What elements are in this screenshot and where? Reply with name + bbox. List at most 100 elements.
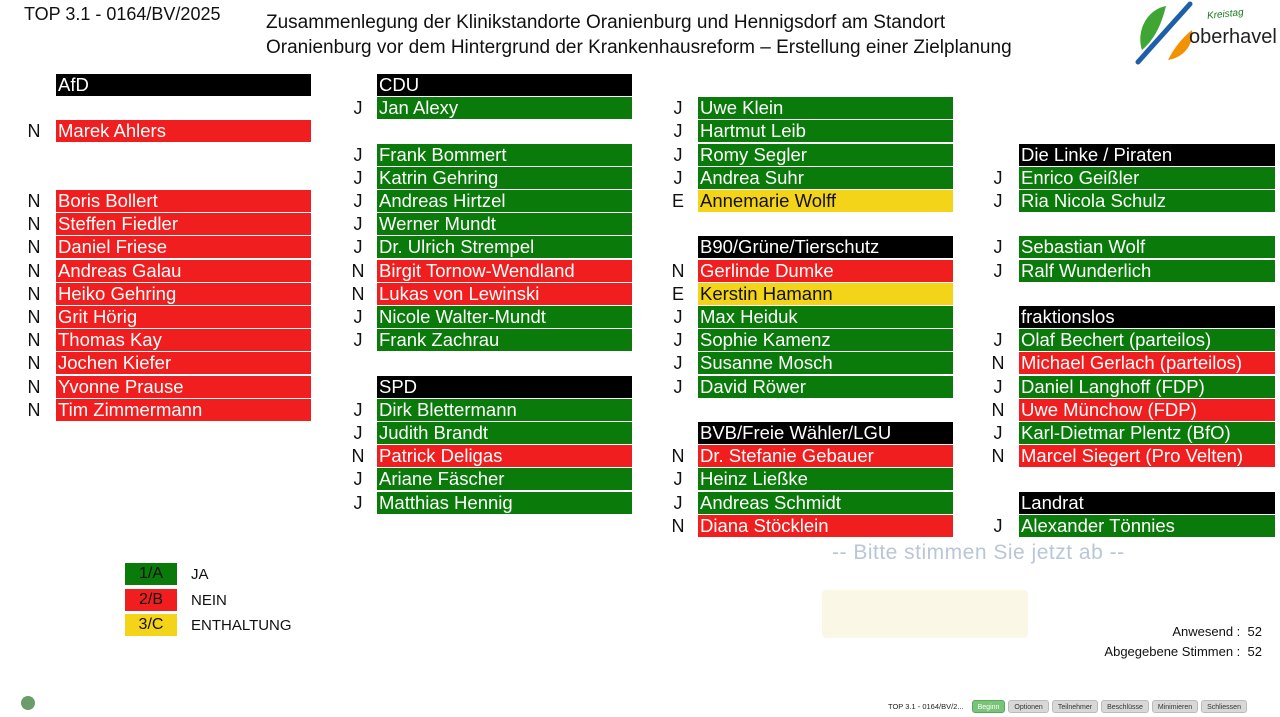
vote-marker: N (27, 399, 41, 420)
vote-marker: J (353, 237, 363, 258)
member-vote-cell: Annemarie Wolff (698, 190, 953, 212)
party-header: B90/Grüne/Tierschutz (698, 236, 953, 259)
vote-marker: J (673, 353, 683, 374)
vote-marker: J (673, 121, 683, 142)
member-vote-cell: Dr. Stefanie Gebauer (698, 445, 953, 468)
vote-marker: N (351, 446, 365, 467)
member-vote-cell: Dr. Ulrich Strempel (377, 236, 632, 259)
member-vote-cell: Andrea Suhr (698, 166, 953, 189)
member-vote-cell: Tim Zimmermann (56, 398, 311, 421)
legend-label-enthaltung: ENTHALTUNG (191, 617, 292, 634)
attendance-stats: Anwesend : 52 Abgegebene Stimmen : 52 (1104, 622, 1262, 661)
vote-marker: J (353, 492, 363, 513)
vote-marker: N (27, 283, 41, 304)
vote-marker: N (351, 260, 365, 281)
member-vote-cell: Andreas Galau (56, 259, 311, 282)
votes-value: 52 (1247, 643, 1262, 659)
logo-emblem-icon (1135, 1, 1193, 65)
member-vote-cell: Katrin Gehring (377, 166, 632, 189)
vote-marker: J (353, 144, 363, 165)
legend-code-ja: 1/A (125, 563, 177, 585)
toolbar-title: TOP 3.1 - 0164/BV/2... (888, 702, 964, 711)
page-title: Zusammenlegung der Klinikstandorte Orani… (266, 10, 1012, 60)
vote-marker: N (671, 515, 685, 536)
member-vote-cell: Nicole Walter-Mundt (377, 306, 632, 328)
member-vote-cell: Kerstin Hamann (698, 282, 953, 305)
member-vote-cell: Karl-Dietmar Plentz (BfO) (1019, 422, 1275, 444)
vote-marker: N (991, 353, 1005, 374)
party-header: AfD (56, 74, 311, 96)
member-vote-cell: Gerlinde Dumke (698, 259, 953, 282)
vote-marker: J (993, 515, 1003, 536)
vote-marker: N (991, 399, 1005, 420)
vote-marker: J (673, 469, 683, 490)
vote-marker: N (27, 376, 41, 397)
member-vote-cell: Heiko Gehring (56, 282, 311, 305)
member-vote-cell: Diana Stöcklein (698, 514, 953, 537)
present-label: Anwesend : (1172, 624, 1241, 639)
member-vote-cell: Frank Bommert (377, 143, 632, 166)
member-vote-cell: Ariane Fäscher (377, 468, 632, 491)
vote-marker: J (353, 307, 363, 327)
vote-marker: N (27, 307, 41, 327)
vote-marker: J (673, 376, 683, 397)
votes-count-row: Abgegebene Stimmen : 52 (1104, 642, 1262, 662)
votes-label: Abgegebene Stimmen : (1104, 643, 1241, 659)
vote-marker: J (993, 191, 1003, 211)
logo-oberhavel-text: oberhavel (1189, 26, 1277, 48)
member-vote-cell: Judith Brandt (377, 422, 632, 444)
faded-overlay-box (822, 590, 1028, 638)
legend-label-nein: NEIN (191, 591, 227, 609)
member-vote-cell: Boris Bollert (56, 190, 311, 212)
member-vote-cell: Susanne Mosch (698, 352, 953, 375)
participants-button[interactable]: Teilnehmer (1051, 700, 1099, 713)
member-vote-cell: Uwe Münchow (FDP) (1019, 398, 1275, 421)
present-count-row: Anwesend : 52 (1104, 622, 1262, 642)
member-vote-cell: Grit Hörig (56, 306, 311, 328)
close-button[interactable]: Schliessen (1201, 700, 1247, 713)
vote-marker: J (353, 423, 363, 443)
party-header: fraktionslos (1019, 306, 1275, 328)
member-vote-cell: Birgit Tornow-Wendland (377, 259, 632, 282)
member-vote-cell: Werner Mundt (377, 213, 632, 236)
agenda-reference: TOP 3.1 - 0164/BV/2025 (24, 4, 221, 24)
party-header: CDU (377, 74, 632, 96)
vote-marker: J (353, 98, 363, 119)
member-vote-cell: David Röwer (698, 375, 953, 398)
vote-marker: J (673, 307, 683, 327)
member-vote-cell: Andreas Hirtzel (377, 190, 632, 212)
vote-marker: J (993, 376, 1003, 397)
vote-marker: J (673, 492, 683, 513)
member-vote-cell: Sebastian Wolf (1019, 236, 1275, 259)
vote-marker: N (671, 446, 685, 467)
member-vote-cell: Hartmut Leib (698, 120, 953, 143)
vote-marker: J (353, 330, 363, 351)
member-vote-cell: Sophie Kamenz (698, 329, 953, 352)
member-vote-cell: Andreas Schmidt (698, 491, 953, 514)
member-vote-cell: Uwe Klein (698, 97, 953, 120)
control-toolbar: TOP 3.1 - 0164/BV/2... Beginn Optionen T… (883, 700, 1247, 713)
legend-code-enthaltung: 3/C (125, 614, 177, 636)
vote-marker: N (27, 237, 41, 258)
vote-marker: J (993, 237, 1003, 258)
member-vote-cell: Max Heiduk (698, 306, 953, 328)
member-vote-cell: Thomas Kay (56, 329, 311, 352)
vote-marker: J (353, 191, 363, 211)
vote-marker: J (353, 167, 363, 188)
vote-marker: N (27, 353, 41, 374)
member-vote-cell: Romy Segler (698, 143, 953, 166)
member-vote-cell: Enrico Geißler (1019, 166, 1275, 189)
member-vote-cell: Jan Alexy (377, 97, 632, 120)
resolutions-button[interactable]: Beschlüsse (1101, 700, 1149, 713)
member-vote-cell: Alexander Tönnies (1019, 514, 1275, 537)
legend-code-nein: 2/B (125, 588, 177, 611)
vote-marker: N (991, 446, 1005, 467)
member-vote-cell: Patrick Deligas (377, 445, 632, 468)
party-header: SPD (377, 375, 632, 398)
vote-marker: J (353, 469, 363, 490)
options-button[interactable]: Optionen (1008, 700, 1049, 713)
vote-marker: N (27, 330, 41, 351)
minimize-button[interactable]: Minimieren (1151, 700, 1199, 713)
vote-marker: J (993, 423, 1003, 443)
start-button[interactable]: Beginn (971, 700, 1006, 713)
